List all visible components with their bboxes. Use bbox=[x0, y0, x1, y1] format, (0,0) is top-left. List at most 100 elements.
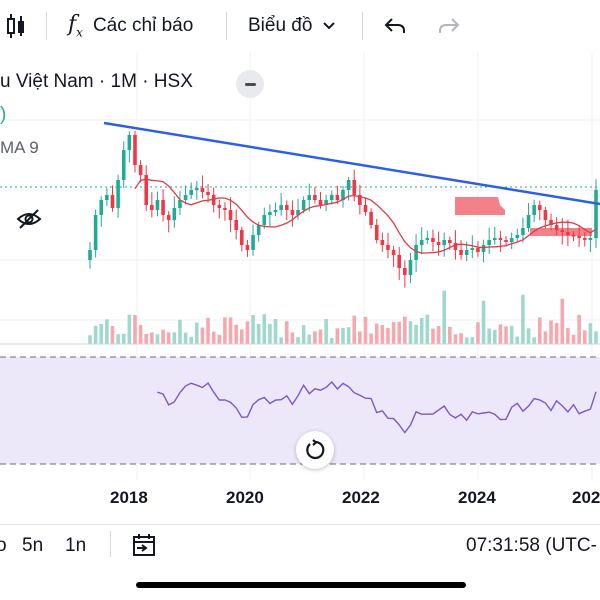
volume-bar bbox=[532, 337, 536, 344]
candle bbox=[352, 180, 357, 195]
candle bbox=[397, 255, 402, 268]
go-to-date-button[interactable] bbox=[132, 533, 158, 563]
candle bbox=[374, 225, 379, 240]
candle bbox=[110, 195, 115, 208]
volume-bar bbox=[414, 324, 418, 344]
candle bbox=[436, 242, 441, 245]
candle bbox=[256, 225, 261, 235]
volume-bar bbox=[256, 323, 261, 344]
volume-bar bbox=[251, 315, 255, 344]
volume-bar bbox=[425, 314, 430, 344]
volume-bar bbox=[341, 328, 345, 344]
volume-bar bbox=[178, 319, 182, 344]
volume-bar bbox=[431, 328, 435, 344]
home-indicator bbox=[136, 582, 466, 588]
ma-line bbox=[134, 178, 597, 254]
reset-chart-button[interactable] bbox=[296, 431, 334, 469]
candle bbox=[448, 240, 452, 243]
volume-bar bbox=[296, 337, 300, 344]
volume-bar bbox=[313, 331, 317, 344]
candle bbox=[504, 240, 508, 242]
candle bbox=[588, 238, 593, 240]
candle bbox=[324, 200, 328, 205]
volume-bar bbox=[273, 318, 278, 344]
price-chart[interactable] bbox=[0, 52, 600, 520]
volume-bar bbox=[240, 329, 244, 344]
volume-bar bbox=[284, 321, 289, 344]
undo-button[interactable] bbox=[384, 0, 406, 52]
eye-hidden-icon[interactable] bbox=[16, 206, 42, 232]
chevron-down-icon bbox=[323, 22, 336, 30]
trendline[interactable] bbox=[103, 121, 600, 206]
volume-bar bbox=[459, 333, 463, 344]
volume-bar bbox=[521, 294, 525, 344]
candle bbox=[358, 195, 362, 205]
volume-bar bbox=[363, 316, 368, 344]
ma-legend[interactable]: MA 9 bbox=[0, 138, 39, 157]
clock-readout[interactable]: 07:31:58 (UTC- bbox=[466, 535, 597, 556]
toolbar-divider bbox=[362, 12, 363, 40]
candle bbox=[127, 135, 132, 150]
volume-bar bbox=[493, 329, 497, 344]
candle bbox=[521, 228, 525, 235]
volume-bar bbox=[526, 328, 531, 344]
time-axis-label: 2022 bbox=[342, 488, 380, 507]
volume-bar bbox=[419, 318, 424, 344]
candle bbox=[88, 250, 92, 260]
time-axis-label: 2018 bbox=[110, 488, 148, 507]
candle bbox=[318, 200, 323, 205]
volume-bar bbox=[217, 334, 222, 344]
volume-bar bbox=[549, 320, 553, 344]
symbol-legend[interactable]: u Việt Nam · 1M · HSX bbox=[0, 71, 193, 92]
candle bbox=[105, 195, 109, 200]
volume-bar bbox=[329, 337, 334, 344]
reset-icon bbox=[306, 439, 325, 460]
time-axis-label: 2020 bbox=[226, 488, 264, 507]
toolbar-divider bbox=[46, 12, 47, 40]
volume-bar bbox=[464, 337, 469, 344]
volume-bar bbox=[245, 321, 250, 344]
candle bbox=[172, 208, 177, 220]
volume-bar bbox=[470, 337, 475, 344]
candle bbox=[234, 220, 238, 230]
candle bbox=[380, 240, 385, 245]
redo-button[interactable] bbox=[438, 0, 460, 52]
candle bbox=[138, 165, 143, 175]
volume-bar bbox=[369, 333, 373, 344]
candle bbox=[419, 240, 424, 245]
volume-bar bbox=[397, 321, 402, 344]
candle bbox=[453, 243, 458, 250]
volume-bar bbox=[206, 317, 210, 344]
value-legend: ) bbox=[0, 104, 7, 125]
chart-type-button[interactable]: Biểu đồ bbox=[248, 0, 336, 52]
candle bbox=[307, 195, 312, 200]
candle bbox=[166, 215, 171, 220]
candle bbox=[251, 235, 255, 250]
indicators-button[interactable]: fx Các chỉ báo bbox=[68, 0, 193, 52]
candle bbox=[526, 215, 531, 228]
volume-bar bbox=[335, 328, 340, 344]
volume-bar bbox=[155, 334, 160, 344]
volume-bar bbox=[116, 334, 120, 344]
candle bbox=[195, 188, 199, 190]
volume-bar bbox=[150, 332, 154, 344]
volume-bar bbox=[487, 328, 491, 344]
range-button-1y[interactable]: 1n bbox=[65, 535, 87, 556]
chart-area[interactable]: u Việt Nam · 1M · HSX ) MA 9 bbox=[0, 52, 600, 520]
candle bbox=[273, 210, 278, 212]
volume-bar bbox=[504, 326, 508, 344]
time-axis-label: 202 bbox=[572, 488, 600, 507]
candle bbox=[537, 205, 542, 210]
candle bbox=[549, 220, 553, 225]
range-button-5y[interactable]: 5n bbox=[22, 535, 44, 556]
indicators-label: Các chỉ báo bbox=[92, 15, 194, 36]
collapse-legend-button[interactable] bbox=[236, 70, 264, 98]
volume-bar bbox=[358, 331, 362, 344]
range-button-all[interactable]: o bbox=[0, 535, 7, 556]
volume-bar bbox=[324, 319, 328, 344]
volume-bar bbox=[262, 314, 267, 344]
rsi-line bbox=[157, 380, 597, 434]
candles-icon[interactable] bbox=[6, 0, 26, 52]
volume-bar bbox=[144, 333, 149, 344]
volume-bar bbox=[403, 316, 407, 344]
